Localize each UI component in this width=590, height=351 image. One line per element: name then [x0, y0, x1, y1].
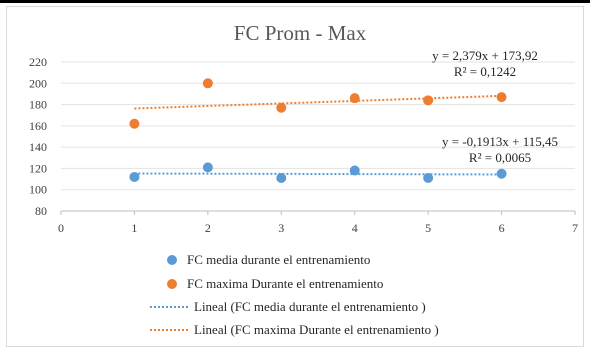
- y-tick-label: 80: [35, 204, 47, 218]
- chart-area: [6, 6, 584, 347]
- x-tick-label: 5: [425, 221, 431, 235]
- y-tick-label: 100: [29, 183, 47, 197]
- grid-lines: [61, 61, 575, 191]
- legend: FC media durante el entrenamiento FC max…: [150, 252, 439, 337]
- data-point-series-1: [129, 118, 140, 129]
- y-tick-label: 200: [29, 76, 47, 90]
- x-tick-label: 4: [352, 221, 358, 235]
- data-point-series-1: [423, 95, 434, 106]
- data-point-series-1: [496, 92, 507, 103]
- data-point-series-0: [276, 173, 287, 184]
- x-tick-label: 0: [58, 221, 64, 235]
- chart-title: FC Prom - Max: [234, 21, 367, 45]
- y-tick-label: 220: [29, 55, 47, 69]
- data-point-series-1: [349, 93, 360, 104]
- x-tick-label: 7: [572, 221, 578, 235]
- y-tick-label: 120: [29, 161, 47, 175]
- legend-label-trend-max: Lineal (FC maxima Durante el entrenamien…: [194, 322, 439, 337]
- x-tick-label: 6: [499, 221, 505, 235]
- x-tick-label: 3: [278, 221, 284, 235]
- legend-marker-media: [167, 255, 177, 265]
- data-point-series-0: [202, 162, 213, 173]
- data-point-series-0: [129, 171, 140, 182]
- trendline-r2-max: R² = 0,1242: [454, 64, 516, 79]
- trendlines: [134, 94, 502, 176]
- x-tick-label: 2: [205, 221, 211, 235]
- legend-label-max: FC maxima Durante el entrenamiento: [187, 276, 383, 291]
- axes: [60, 210, 576, 215]
- y-tick-label: 160: [29, 119, 47, 133]
- trendline-r2-media: R² = 0,0065: [469, 150, 531, 165]
- trendline-0: [134, 172, 502, 176]
- data-point-series-1: [202, 78, 213, 89]
- trendline-equation-media: y = -0,1913x + 115,45: [442, 134, 558, 149]
- data-point-series-0: [423, 173, 434, 184]
- data-point-series-1: [276, 102, 287, 113]
- data-point-series-0: [496, 168, 507, 179]
- x-tick-label: 1: [131, 221, 137, 235]
- tick-labels: 80 100 120 140 160 180 200 220 0 1 2 3 4 5 6 7: [29, 55, 578, 235]
- data-point-series-0: [349, 165, 360, 176]
- data-points: [129, 78, 507, 184]
- trendline-equation-max: y = 2,379x + 173,92: [432, 48, 538, 63]
- frame-top-edge: [0, 0, 590, 3]
- trendline-1: [134, 94, 502, 110]
- legend-label-media: FC media durante el entrenamiento: [187, 252, 370, 267]
- y-tick-label: 180: [29, 98, 47, 112]
- legend-marker-max: [167, 279, 177, 289]
- legend-label-trend-media: Lineal (FC media durante el entrenamient…: [194, 299, 426, 314]
- y-tick-label: 140: [29, 140, 47, 154]
